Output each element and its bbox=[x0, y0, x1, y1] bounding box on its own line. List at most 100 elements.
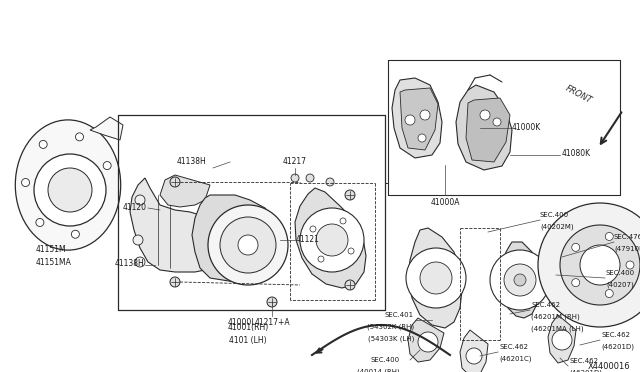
Text: SEC.476: SEC.476 bbox=[614, 234, 640, 240]
Text: (54303K (LH): (54303K (LH) bbox=[367, 336, 414, 342]
Polygon shape bbox=[130, 178, 228, 272]
Text: SEC.462: SEC.462 bbox=[531, 302, 560, 308]
Circle shape bbox=[560, 225, 640, 305]
Circle shape bbox=[34, 154, 106, 226]
Circle shape bbox=[267, 297, 277, 307]
Text: (46201D): (46201D) bbox=[601, 344, 634, 350]
Circle shape bbox=[405, 115, 415, 125]
Text: 4101 (LH): 4101 (LH) bbox=[229, 336, 267, 345]
Circle shape bbox=[504, 264, 536, 296]
Polygon shape bbox=[400, 88, 438, 150]
Circle shape bbox=[170, 177, 180, 187]
Circle shape bbox=[345, 280, 355, 290]
Circle shape bbox=[310, 226, 316, 232]
Circle shape bbox=[103, 161, 111, 170]
Circle shape bbox=[135, 257, 145, 267]
Circle shape bbox=[493, 118, 501, 126]
Text: 41151MA: 41151MA bbox=[36, 258, 72, 267]
Polygon shape bbox=[408, 318, 444, 362]
Text: (46201MA (LH): (46201MA (LH) bbox=[531, 326, 584, 332]
Text: 41151M: 41151M bbox=[36, 245, 67, 254]
Text: (40014 (RH): (40014 (RH) bbox=[357, 369, 400, 372]
Circle shape bbox=[316, 224, 348, 256]
Text: 41217: 41217 bbox=[283, 157, 307, 166]
Polygon shape bbox=[192, 195, 280, 282]
Text: SEC.401: SEC.401 bbox=[385, 312, 414, 318]
Text: SEC.462: SEC.462 bbox=[499, 344, 528, 350]
Text: 41000L: 41000L bbox=[228, 318, 256, 327]
Polygon shape bbox=[408, 228, 462, 328]
Circle shape bbox=[420, 262, 452, 294]
Circle shape bbox=[572, 243, 580, 251]
Circle shape bbox=[538, 203, 640, 327]
Circle shape bbox=[605, 289, 613, 298]
Text: 41138H: 41138H bbox=[176, 157, 206, 166]
Polygon shape bbox=[90, 117, 123, 140]
Circle shape bbox=[306, 174, 314, 182]
Circle shape bbox=[605, 232, 613, 240]
Circle shape bbox=[420, 110, 430, 120]
Circle shape bbox=[418, 332, 438, 352]
Text: (47910M): (47910M) bbox=[614, 246, 640, 252]
Circle shape bbox=[208, 205, 288, 285]
Circle shape bbox=[514, 274, 526, 286]
Circle shape bbox=[300, 208, 364, 272]
Circle shape bbox=[572, 279, 580, 287]
Text: 41000K: 41000K bbox=[512, 122, 541, 131]
Text: (46201D): (46201D) bbox=[569, 370, 602, 372]
Text: 41138H: 41138H bbox=[115, 260, 144, 269]
Text: SEC.400: SEC.400 bbox=[371, 357, 400, 363]
Text: SEC.400: SEC.400 bbox=[606, 270, 635, 276]
Circle shape bbox=[552, 330, 572, 350]
Polygon shape bbox=[160, 175, 210, 207]
Circle shape bbox=[326, 178, 334, 186]
Polygon shape bbox=[548, 315, 576, 363]
Text: (54302K (RH): (54302K (RH) bbox=[367, 324, 414, 330]
Text: (40207): (40207) bbox=[606, 282, 634, 288]
Polygon shape bbox=[460, 330, 488, 372]
Ellipse shape bbox=[15, 120, 121, 250]
Circle shape bbox=[580, 245, 620, 285]
Circle shape bbox=[135, 195, 145, 205]
Circle shape bbox=[36, 218, 44, 227]
Circle shape bbox=[340, 218, 346, 224]
Text: SEC.462: SEC.462 bbox=[601, 332, 630, 338]
Circle shape bbox=[318, 256, 324, 262]
Text: (46201C): (46201C) bbox=[499, 356, 531, 362]
Text: 41080K: 41080K bbox=[562, 150, 591, 158]
Circle shape bbox=[480, 110, 490, 120]
Text: SEC.400: SEC.400 bbox=[540, 212, 569, 218]
Circle shape bbox=[418, 134, 426, 142]
Text: FRONT: FRONT bbox=[563, 84, 593, 105]
Circle shape bbox=[39, 140, 47, 148]
Text: (40202M): (40202M) bbox=[540, 224, 573, 230]
Polygon shape bbox=[456, 85, 512, 170]
Circle shape bbox=[466, 348, 482, 364]
Polygon shape bbox=[392, 78, 442, 158]
Text: SEC.462: SEC.462 bbox=[569, 358, 598, 364]
Polygon shape bbox=[295, 188, 366, 288]
Wedge shape bbox=[68, 150, 122, 212]
Text: X4400016: X4400016 bbox=[588, 362, 630, 371]
Circle shape bbox=[170, 277, 180, 287]
Polygon shape bbox=[466, 98, 510, 162]
Circle shape bbox=[348, 248, 354, 254]
Circle shape bbox=[133, 235, 143, 245]
Circle shape bbox=[406, 248, 466, 308]
Text: 41217+A: 41217+A bbox=[254, 318, 290, 327]
Text: 41001(RH): 41001(RH) bbox=[227, 323, 269, 332]
Circle shape bbox=[291, 174, 299, 182]
Circle shape bbox=[238, 235, 258, 255]
Circle shape bbox=[72, 230, 79, 238]
Text: 41000A: 41000A bbox=[430, 198, 460, 207]
Circle shape bbox=[626, 261, 634, 269]
Polygon shape bbox=[500, 242, 540, 318]
Circle shape bbox=[345, 190, 355, 200]
Circle shape bbox=[76, 133, 83, 141]
Circle shape bbox=[22, 179, 29, 186]
Circle shape bbox=[220, 217, 276, 273]
Text: 41121: 41121 bbox=[296, 234, 320, 244]
Circle shape bbox=[490, 250, 550, 310]
Circle shape bbox=[48, 168, 92, 212]
Text: 41120: 41120 bbox=[123, 202, 147, 212]
